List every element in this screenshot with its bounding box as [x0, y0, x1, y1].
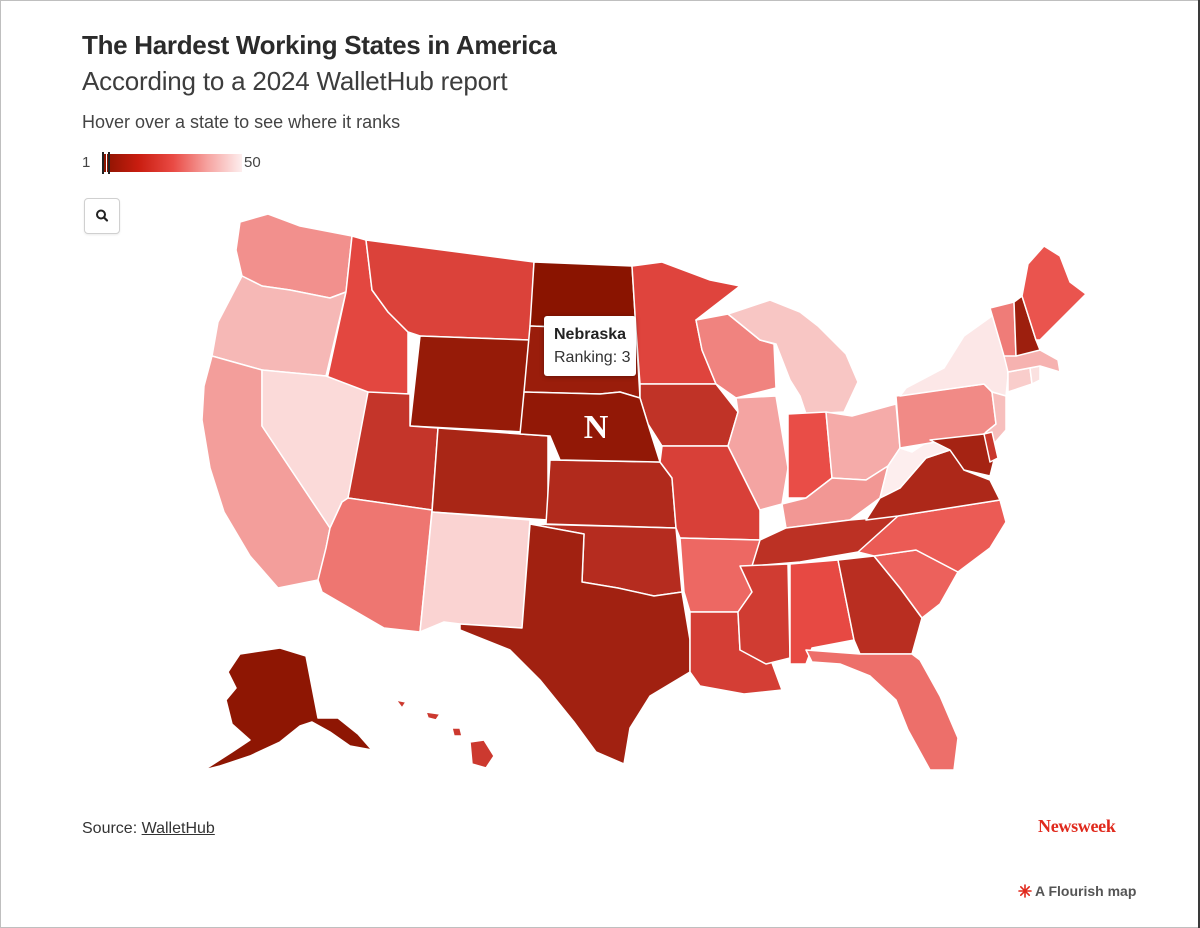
legend-gradient-bar	[104, 154, 242, 172]
state-nebraska[interactable]	[519, 391, 661, 463]
state-hawaii[interactable]	[395, 699, 495, 769]
state-mississippi[interactable]	[737, 563, 791, 665]
legend-min-label: 1	[82, 154, 91, 171]
flourish-credit-label: A Flourish map	[1035, 883, 1137, 899]
tooltip-state-name: Nebraska	[554, 326, 627, 343]
search-icon	[96, 209, 109, 222]
state-wyoming[interactable]	[409, 335, 531, 433]
page-edge	[1198, 0, 1200, 928]
flourish-logo-icon	[1018, 884, 1032, 898]
state-oregon[interactable]	[211, 275, 347, 377]
legend-marker-gap	[106, 152, 107, 174]
nebraska-logo-mark: N	[584, 409, 609, 446]
state-illinois[interactable]	[727, 395, 789, 511]
state-kansas[interactable]	[545, 459, 677, 529]
state-alaska[interactable]	[203, 647, 373, 771]
color-legend: 1 50	[82, 152, 272, 174]
legend-marker-2	[108, 152, 110, 174]
state-tooltip: Nebraska Ranking: 3	[544, 316, 636, 376]
state-florida[interactable]	[805, 649, 959, 771]
legend-marker	[102, 152, 104, 174]
state-iowa[interactable]	[639, 383, 739, 447]
source-label: Source:	[82, 820, 142, 837]
hover-instruction: Hover over a state to see where it ranks	[82, 112, 401, 132]
state-texas[interactable]	[459, 523, 691, 765]
state-new-mexico[interactable]	[419, 511, 531, 633]
legend-max-label: 50	[244, 154, 261, 171]
state-colorado[interactable]	[431, 427, 549, 521]
source-link[interactable]: WalletHub	[141, 820, 215, 837]
search-button[interactable]	[84, 198, 120, 234]
state-new-york[interactable]	[899, 315, 1009, 397]
state-delaware[interactable]	[983, 431, 999, 463]
tooltip-ranking: Ranking: 3	[554, 349, 631, 366]
flourish-credit[interactable]: A Flourish map	[1018, 883, 1136, 899]
state-new-hampshire[interactable]	[1013, 295, 1041, 357]
page-title: The Hardest Working States in America	[82, 30, 557, 60]
state-michigan[interactable]	[727, 299, 859, 415]
newsweek-logo[interactable]: Newsweek	[1038, 816, 1116, 836]
source-note: Source: WalletHub	[82, 820, 215, 838]
page-subtitle: According to a 2024 WalletHub report	[82, 66, 508, 96]
state-arizona[interactable]	[317, 497, 433, 633]
state-rhode-island[interactable]	[1029, 365, 1041, 385]
state-maine[interactable]	[1021, 245, 1087, 341]
